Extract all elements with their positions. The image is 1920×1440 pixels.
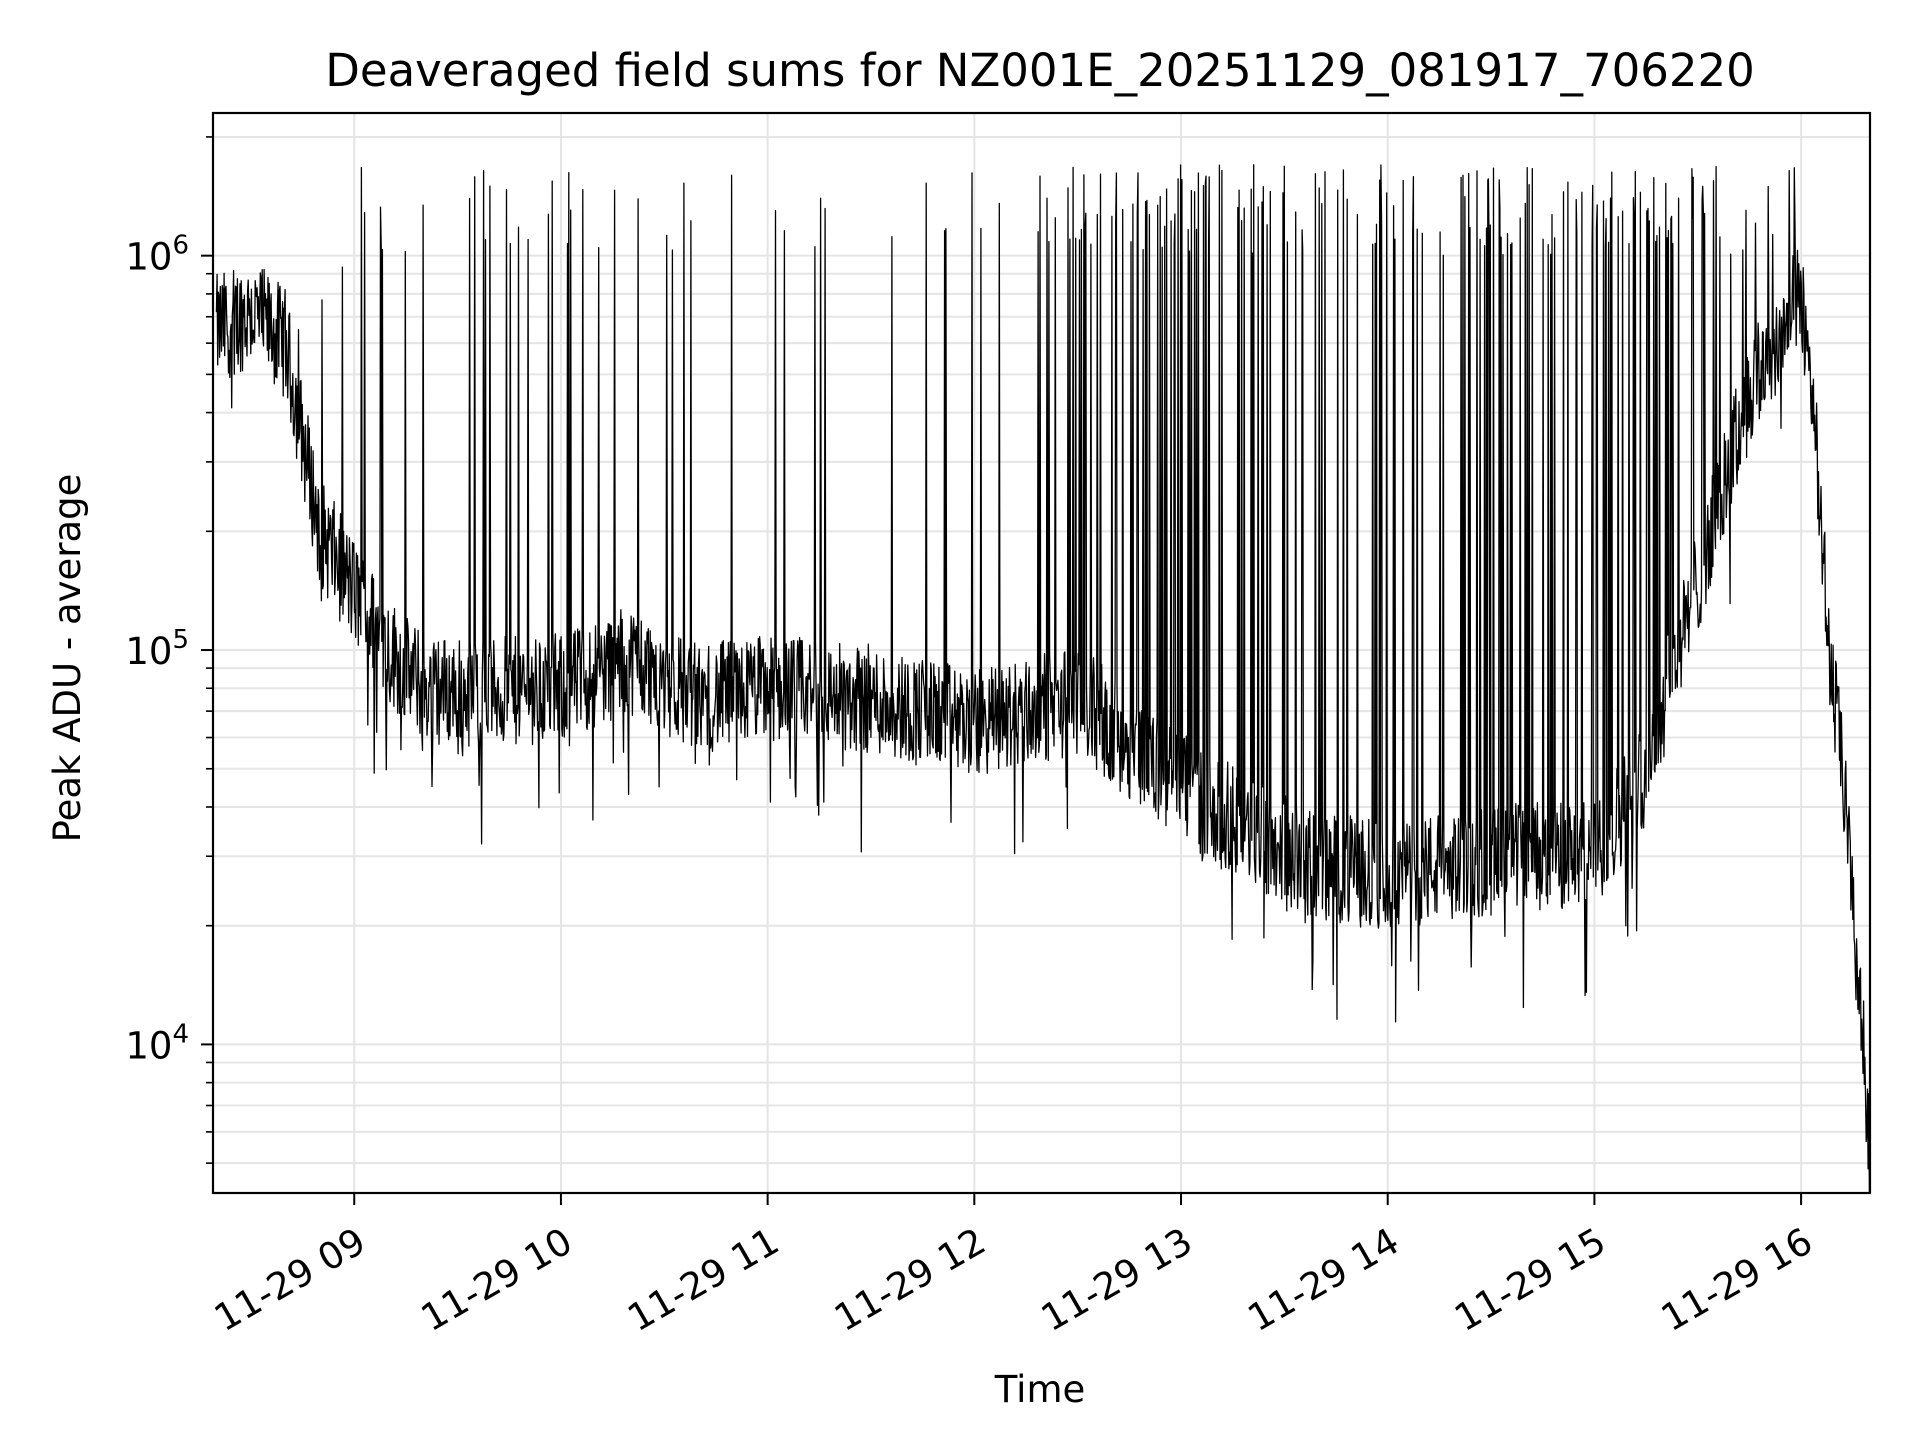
series-line (215, 164, 1871, 1194)
plot-frame (211, 111, 1872, 1195)
series-layer (215, 164, 1871, 1194)
tick-layer (201, 136, 1803, 1205)
grid-layer (213, 113, 1870, 1193)
y-tick-label: 105 (125, 625, 189, 673)
chart-title: Deaveraged field sums for NZ001E_2025112… (325, 44, 1754, 97)
x-axis-label: Time (994, 1368, 1086, 1411)
y-tick-label: 104 (125, 1019, 189, 1067)
y-tick-label: 106 (125, 231, 189, 279)
y-axis-label: Peak ADU - average (46, 474, 89, 843)
